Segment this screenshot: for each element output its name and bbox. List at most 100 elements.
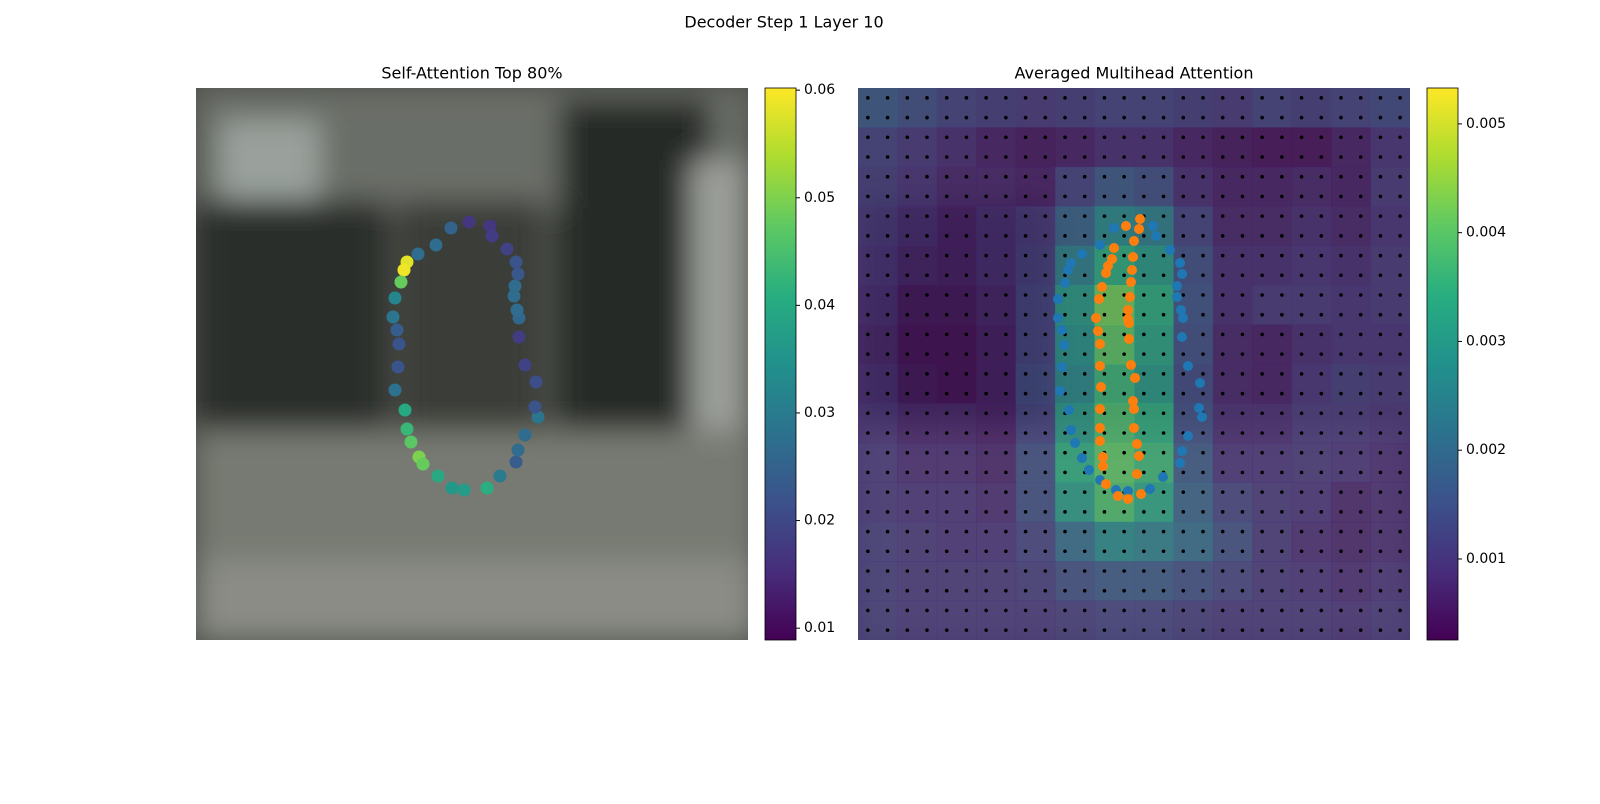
heatmap-cell (1212, 442, 1253, 483)
grid-dot (1339, 194, 1343, 199)
grid-dot (1142, 470, 1146, 475)
grid-dot (866, 214, 870, 218)
heatmap-cell (936, 88, 977, 128)
grid-dot (984, 155, 988, 159)
heatmap-cell (936, 206, 977, 247)
grid-dot (1023, 293, 1028, 297)
grid-dot (1063, 470, 1067, 475)
grid-dot (1201, 214, 1205, 218)
grid-dot (1201, 490, 1205, 494)
grid-dot (1082, 391, 1087, 396)
grid-dot (1023, 372, 1028, 376)
grid-dot (1122, 332, 1126, 337)
grid-dot (866, 588, 870, 593)
grid-dot (1043, 608, 1048, 613)
heatmap-cell (1252, 482, 1293, 523)
grid-dot (1181, 628, 1186, 632)
grid-dot (1299, 194, 1304, 199)
grid-dot (1299, 253, 1304, 258)
grid-dot (1398, 155, 1402, 159)
attention-point (1096, 382, 1106, 392)
heatmap-cell (1212, 166, 1253, 207)
grid-dot (1161, 273, 1166, 278)
attention-point (386, 310, 400, 324)
attention-point (1178, 313, 1188, 323)
grid-dot (905, 234, 910, 238)
grid-dot (1260, 372, 1264, 376)
attention-point (1158, 472, 1168, 482)
grid-dot (866, 411, 870, 416)
heatmap-cell (976, 561, 1017, 602)
grid-dot (1161, 234, 1166, 238)
grid-dot (1043, 490, 1048, 494)
grid-dot (1319, 431, 1324, 435)
grid-dot (1043, 115, 1048, 120)
grid-dot (1102, 529, 1107, 534)
grid-dot (1023, 391, 1028, 396)
grid-dot (1102, 510, 1107, 514)
grid-dot (1378, 510, 1383, 514)
grid-dot (1063, 234, 1067, 238)
grid-dot (1161, 431, 1166, 435)
attention-point (485, 229, 499, 243)
attention-point (480, 481, 494, 495)
grid-dot (925, 234, 929, 238)
attention-point (1077, 249, 1087, 259)
grid-dot (1023, 352, 1028, 356)
grid-dot (1319, 273, 1324, 278)
grid-dot (1220, 549, 1225, 554)
grid-dot (1319, 332, 1324, 337)
grid-dot (1063, 174, 1067, 179)
grid-dot (1082, 214, 1087, 218)
grid-dot (1063, 450, 1067, 455)
grid-dot (1201, 372, 1205, 376)
grid-dot (1260, 549, 1264, 554)
grid-dot (944, 194, 949, 199)
grid-dot (1181, 510, 1186, 514)
grid-dot (925, 312, 929, 317)
grid-dot (1339, 135, 1343, 140)
grid-dot (1122, 372, 1126, 376)
grid-dot (866, 372, 870, 376)
heatmap-cell (1094, 521, 1135, 562)
grid-dot (1240, 431, 1245, 435)
heatmap-cell (1094, 600, 1135, 640)
grid-dot (1004, 96, 1008, 100)
grid-dot (1201, 450, 1205, 455)
grid-dot (1181, 214, 1186, 218)
grid-dot (1260, 391, 1264, 396)
heatmap-cell (858, 206, 898, 247)
grid-dot (1043, 450, 1048, 455)
grid-dot (1378, 450, 1383, 455)
grid-dot (1220, 372, 1225, 376)
grid-dot (1102, 214, 1107, 218)
grid-dot (925, 450, 929, 455)
grid-dot (1339, 490, 1343, 494)
grid-dot (1260, 96, 1264, 100)
grid-dot (1358, 411, 1363, 416)
grid-dot (1319, 628, 1324, 632)
heatmap-cell (1370, 600, 1410, 640)
grid-dot (984, 96, 988, 100)
grid-dot (1161, 312, 1166, 317)
grid-dot (1358, 431, 1363, 435)
heatmap-cell (1212, 521, 1253, 562)
heatmap-cell (1134, 285, 1174, 326)
grid-dot (1122, 391, 1126, 396)
grid-dot (1398, 450, 1402, 455)
grid-dot (1201, 608, 1205, 613)
heatmap-cell (1134, 364, 1174, 404)
grid-dot (1240, 490, 1245, 494)
grid-dot (1398, 411, 1402, 416)
grid-dot (1240, 411, 1245, 416)
grid-dot (1142, 529, 1146, 534)
heatmap-cell (858, 403, 898, 444)
grid-dot (885, 372, 890, 376)
heatmap-cell (1134, 166, 1174, 207)
attention-point (1095, 404, 1105, 414)
grid-dot (1378, 273, 1383, 278)
grid-dot (885, 332, 890, 337)
grid-dot (1398, 273, 1402, 278)
grid-dot (1280, 293, 1284, 297)
grid-dot (1142, 608, 1146, 613)
